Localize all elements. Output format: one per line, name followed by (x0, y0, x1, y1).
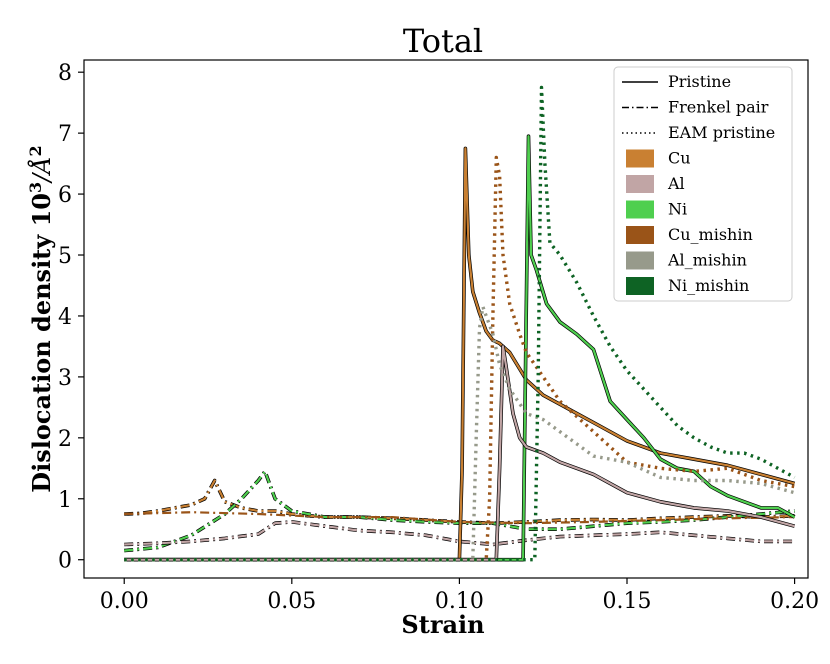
series-line (124, 85, 796, 562)
series-line (124, 520, 795, 546)
legend-material-label: Ni (668, 200, 687, 219)
y-tick-label: 4 (58, 305, 72, 330)
x-tick-label: 0.20 (770, 589, 819, 614)
legend-box (613, 66, 793, 302)
legend-color-swatch (626, 200, 654, 219)
y-tick-label: 2 (58, 427, 72, 452)
y-tick-label: 1 (58, 488, 72, 513)
series-1 (124, 469, 795, 553)
legend-material-label: Cu_mishin (668, 225, 753, 244)
y-tick-label: 0 (58, 549, 72, 574)
chart-title: Total (403, 22, 483, 60)
legend: Pristine Frenkel pair EAM pristine Cu Al Ni Cu… (613, 66, 793, 302)
x-tick-label: 0.05 (267, 589, 316, 614)
x-tick-label: 0.00 (100, 589, 149, 614)
series-9 (124, 85, 796, 562)
legend-material-label: Al_mishin (667, 251, 747, 270)
x-tick-label: 0.10 (435, 589, 484, 614)
y-axis-title-sup: 3 (26, 182, 45, 193)
x-tick-label: 0.15 (603, 589, 652, 614)
legend-color-swatch (626, 149, 654, 168)
legend-style-label: EAM pristine (668, 123, 775, 142)
legend-style-label: Pristine (668, 72, 731, 91)
y-axis-title-unit-sup: 2 (26, 145, 45, 156)
y-tick-label: 5 (58, 244, 72, 269)
x-axis-title: Strain (401, 610, 484, 639)
series-6 (124, 344, 796, 562)
y-axis-title-unit: /Å (27, 156, 56, 183)
y-axis-title: Dislocation density 103/Å2 (26, 145, 56, 492)
y-tick-label: 7 (58, 122, 72, 147)
legend-color-swatch (626, 277, 654, 295)
series-line (124, 470, 795, 552)
series-line (124, 345, 795, 561)
y-tick-label: 3 (58, 366, 72, 391)
y-tick-label: 6 (58, 183, 72, 208)
plot-frame (83, 59, 809, 579)
series-2 (124, 520, 795, 547)
y-ticks: 0 1 2 3 4 5 6 7 8 (58, 61, 84, 574)
series-layer (124, 85, 796, 562)
legend-material-label: Cu (668, 149, 691, 168)
legend-material-label: Ni_mishin (668, 276, 749, 295)
y-tick-label: 8 (58, 61, 72, 86)
x-ticks: 0.00 0.05 0.10 0.15 0.20 (100, 578, 819, 614)
legend-color-swatch (626, 226, 654, 244)
legend-material-label: Al (667, 174, 685, 193)
legend-color-swatch (626, 251, 654, 270)
series-line (124, 511, 795, 525)
y-axis-title-main: Dislocation density 10 (27, 193, 56, 493)
legend-style-label: Frenkel pair (668, 98, 769, 117)
legend-color-swatch (626, 175, 654, 193)
series-3 (124, 511, 795, 525)
